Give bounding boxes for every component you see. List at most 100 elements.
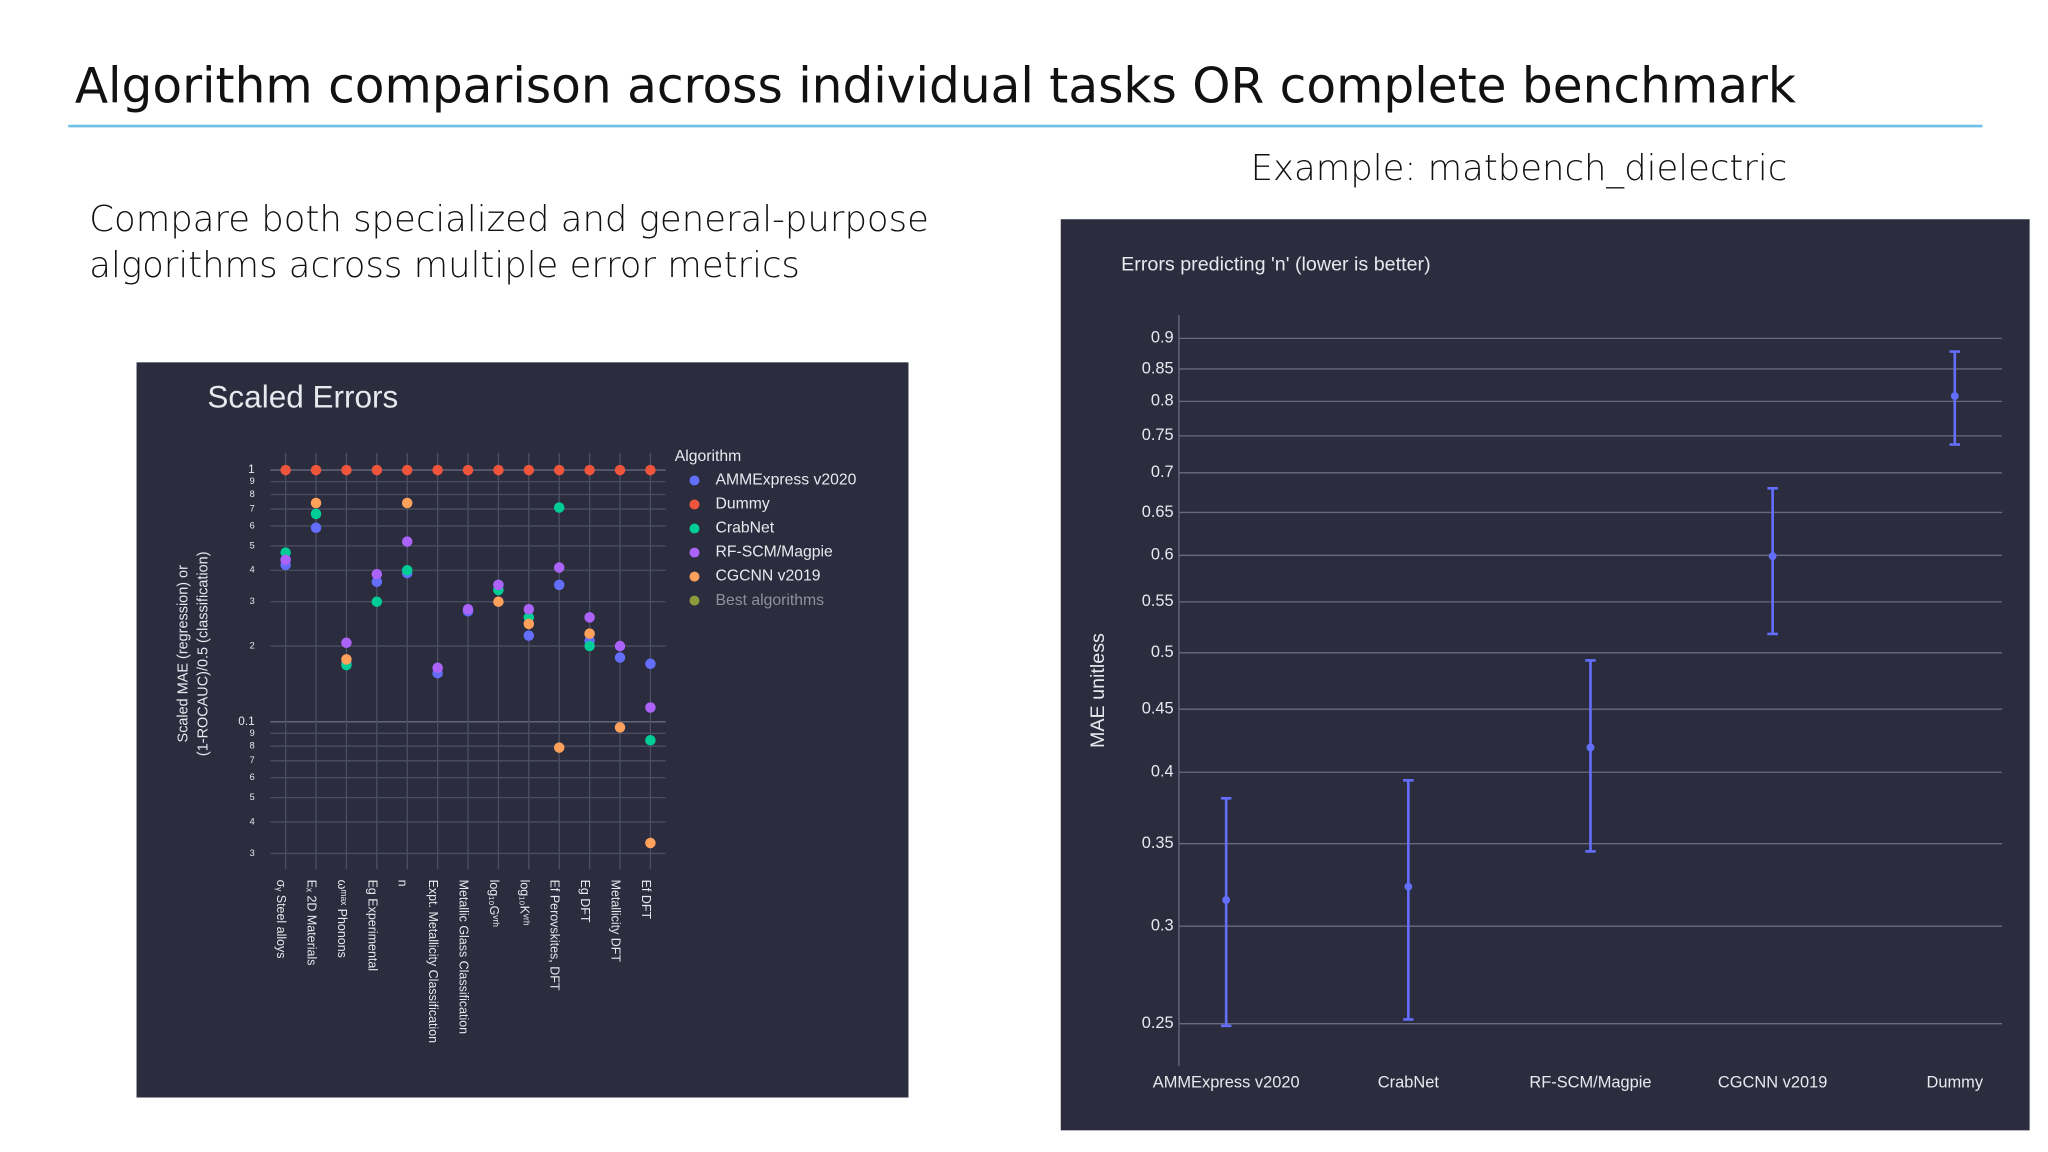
- data-point: [614, 640, 626, 652]
- legend-marker: [689, 499, 700, 510]
- data-point: [280, 464, 291, 476]
- data-point: [371, 576, 383, 588]
- data-point: [401, 536, 413, 547]
- description-line: algorithms across multiple error metrics: [89, 245, 800, 286]
- y-tick-label: 9: [250, 476, 255, 486]
- data-point: [341, 654, 352, 665]
- x-tick-label: log₁₀Gᵛʳʰ: [487, 880, 501, 928]
- data-point: [462, 604, 474, 615]
- example-label: Example: matbench_dielectric: [1251, 148, 1788, 189]
- data-point: [645, 464, 656, 476]
- legend-marker: [689, 475, 700, 486]
- legend-label: RF-SCM/Magpie: [715, 544, 833, 561]
- legend-label: Dummy: [715, 496, 769, 513]
- data-point: [310, 464, 322, 476]
- y-tick-label: 0.7: [1151, 463, 1174, 481]
- data-point: [584, 464, 595, 476]
- data-point: [310, 522, 322, 534]
- data-point: [493, 596, 504, 607]
- chart-title: Errors predicting 'n' (lower is better): [1121, 253, 1430, 275]
- legend-marker: [689, 547, 700, 558]
- data-point: [493, 579, 504, 591]
- data-point: [553, 464, 565, 476]
- legend-label: AMMExpress v2020: [715, 472, 856, 489]
- data-point: [1586, 743, 1595, 752]
- legend-label: CrabNet: [715, 520, 774, 537]
- y-axis-title: (1-ROCAUC)/0.5 (classification): [195, 551, 211, 756]
- y-tick-label: 0.4: [1151, 763, 1174, 781]
- data-point: [462, 464, 474, 476]
- data-point: [1950, 392, 1959, 400]
- y-tick-label: 4: [250, 565, 255, 575]
- data-point: [614, 652, 626, 663]
- x-tick-label: RF-SCM/Magpie: [1529, 1073, 1651, 1091]
- y-tick-label: 9: [250, 728, 255, 738]
- data-point: [371, 464, 383, 476]
- dielectric-chart: Errors predicting 'n' (lower is better) 0…: [1060, 219, 2030, 1131]
- x-tick-label: n: [396, 880, 410, 887]
- data-point: [523, 618, 535, 630]
- data-point: [341, 464, 352, 476]
- x-tick-label: Ef DFT: [639, 880, 653, 920]
- data-point: [584, 628, 595, 639]
- data-point: [553, 502, 565, 513]
- data-point: [432, 662, 443, 673]
- data-point: [553, 562, 565, 573]
- y-tick-label: 0.8: [1151, 392, 1174, 410]
- chart-title: Scaled Errors: [207, 378, 398, 414]
- y-tick-label: 0.65: [1142, 503, 1174, 521]
- data-point: [584, 640, 595, 652]
- data-point: [401, 565, 413, 576]
- x-tick-label: Eₓ 2D Materials: [304, 880, 318, 966]
- y-tick-label: 5: [250, 540, 255, 550]
- y-axis-title: Scaled MAE (regression) or: [176, 565, 192, 743]
- y-tick-label: 6: [250, 520, 255, 530]
- x-tick-label: CGCNN v2019: [1718, 1073, 1827, 1091]
- y-tick-label: 7: [250, 504, 255, 514]
- x-tick-label: log₁₀Kᵛʳʰ: [517, 880, 531, 926]
- data-point: [523, 464, 535, 476]
- data-point: [493, 464, 504, 476]
- data-point: [1222, 896, 1231, 904]
- data-point: [1404, 882, 1413, 891]
- y-tick-label: 0.25: [1142, 1014, 1174, 1032]
- y-tick-label: 8: [250, 489, 255, 499]
- chart-background: [136, 362, 909, 1098]
- x-tick-label: Ef Perovskites, DFT: [548, 880, 562, 991]
- y-tick-label: 5: [250, 792, 255, 802]
- y-tick-label: 0.35: [1142, 834, 1174, 852]
- data-point: [553, 579, 565, 591]
- data-point: [523, 630, 535, 641]
- y-tick-label: 1: [248, 462, 255, 476]
- x-tick-label: Metallicity DFT: [608, 880, 622, 963]
- legend-marker: [689, 523, 700, 534]
- slide-title: Algorithm comparison across individual t…: [75, 58, 1796, 114]
- x-tick-label: Metallic Glass Classification: [456, 880, 470, 1035]
- data-point: [401, 497, 413, 509]
- y-tick-label: 7: [250, 755, 255, 765]
- y-tick-label: 6: [250, 772, 255, 782]
- y-tick-label: 3: [250, 848, 255, 858]
- x-tick-label: Dummy: [1927, 1073, 1984, 1091]
- data-point: [1768, 552, 1777, 561]
- data-point: [310, 508, 322, 520]
- data-point: [432, 464, 443, 476]
- y-tick-label: 0.3: [1151, 916, 1174, 934]
- x-tick-label: AMMExpress v2020: [1153, 1073, 1300, 1091]
- data-point: [371, 596, 383, 607]
- legend-marker: [689, 571, 700, 582]
- x-tick-label: Eg Experimental: [365, 880, 379, 971]
- chart-background: [1060, 219, 2030, 1131]
- y-tick-label: 0.9: [1151, 329, 1174, 347]
- y-tick-label: 0.55: [1142, 592, 1174, 610]
- legend-label: Best algorithms: [715, 592, 824, 609]
- data-point: [401, 464, 413, 476]
- y-tick-label: 0.6: [1151, 546, 1174, 564]
- data-point: [645, 837, 656, 849]
- data-point: [553, 742, 565, 753]
- y-tick-label: 3: [250, 596, 255, 606]
- y-tick-label: 0.75: [1142, 426, 1174, 444]
- data-point: [523, 604, 535, 615]
